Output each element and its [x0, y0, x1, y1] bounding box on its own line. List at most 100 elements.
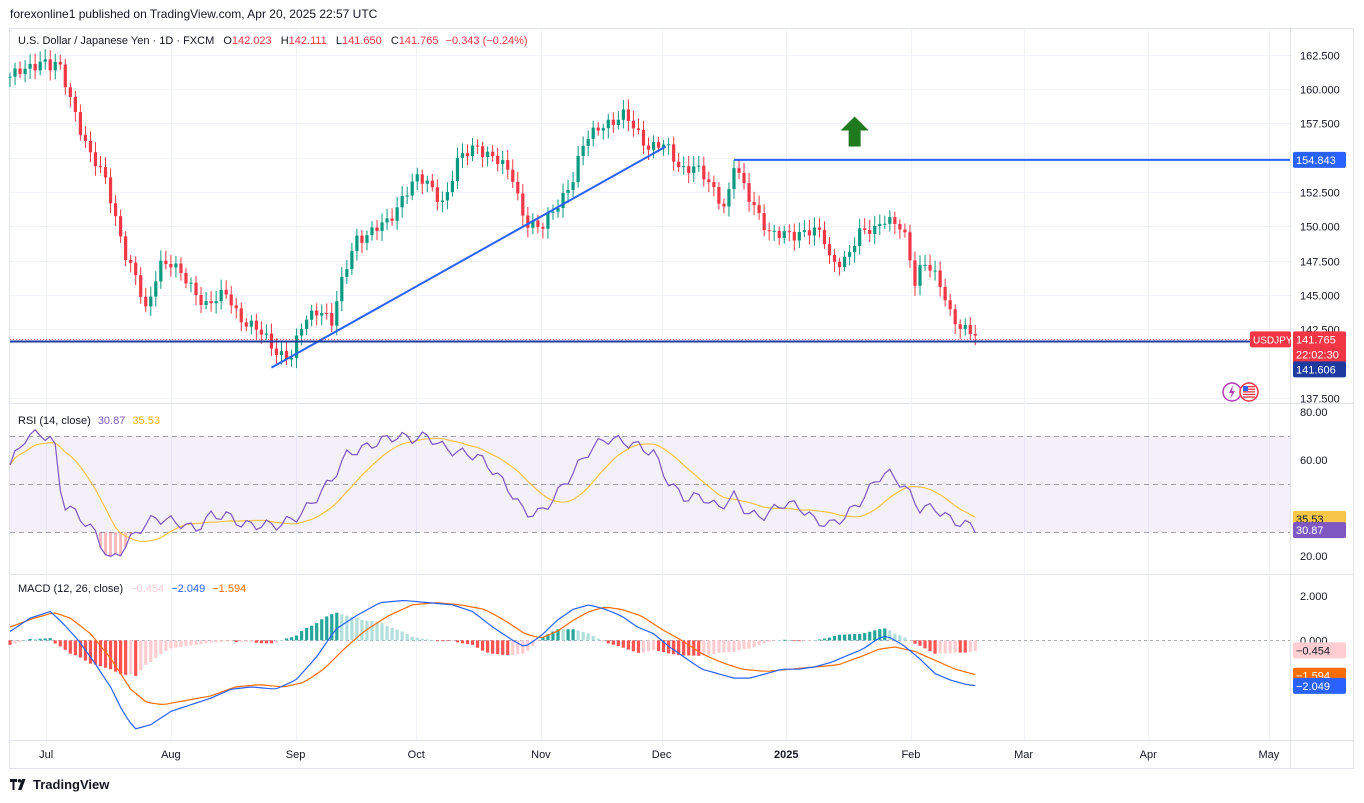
macd-hist-bar: [53, 640, 57, 644]
macd-hist-bar: [641, 640, 646, 653]
us-flag-stripe: [1243, 393, 1255, 396]
macd-hist-bar: [204, 640, 208, 644]
macd-hist-bar: [184, 640, 188, 647]
candle-body: [737, 168, 741, 173]
macd-line-tag: −2.049: [1296, 681, 1330, 693]
tradingview-footer[interactable]: TradingView: [10, 777, 109, 792]
macd-hist-bar: [963, 640, 967, 653]
macd-hist-bar: [229, 640, 233, 642]
candle-body: [370, 227, 374, 236]
macd-hist-bar: [742, 640, 746, 650]
candle-body: [425, 180, 429, 184]
candle-body: [480, 146, 485, 158]
candle-body: [8, 76, 12, 78]
macd-hist-bar: [365, 620, 369, 641]
candle-body: [732, 168, 736, 190]
candle-body: [702, 165, 706, 180]
candle-body: [626, 109, 630, 121]
macd-hist-bar: [294, 635, 299, 641]
macd-hist-bar: [410, 636, 414, 641]
low-label: L: [335, 35, 342, 47]
macd-hist-bar: [938, 640, 942, 654]
macd-hist-bar: [420, 638, 424, 641]
macd-hist-bar: [863, 633, 867, 641]
rsi-legend[interactable]: RSI (14, close) 30.87 35.53: [18, 415, 160, 427]
candle-body: [375, 227, 379, 231]
candle-body: [883, 223, 887, 225]
drawings: [10, 116, 1290, 369]
candle-body: [853, 245, 857, 253]
candle-body: [385, 218, 389, 223]
candle-body: [460, 153, 465, 158]
candle-body: [501, 160, 505, 165]
macd-histogram: [8, 612, 977, 676]
candle-body: [234, 305, 238, 309]
macd-hist-bar: [129, 640, 133, 675]
macd-hist-bar: [159, 640, 163, 654]
candle-body: [948, 300, 952, 310]
macd-hist-bar: [103, 640, 108, 668]
candle-body: [752, 201, 756, 206]
macd-hist-bar: [672, 640, 676, 655]
macd-hist-bar: [219, 640, 223, 642]
macd-hist-bar: [656, 640, 661, 651]
macd-hist-bar: [189, 640, 193, 646]
close-value: 141.765: [398, 35, 439, 47]
macd-hist-bar: [400, 631, 404, 641]
macd-hist-tag-bg: [1293, 642, 1346, 659]
candle-body: [807, 230, 811, 236]
candle-body: [863, 228, 867, 230]
candle-body: [174, 263, 178, 268]
macd-hist-bar: [325, 616, 329, 641]
published-header: forexonline1 published on TradingView.co…: [10, 7, 378, 21]
candle-body: [149, 296, 153, 307]
time-axis-label: Apr: [1140, 749, 1157, 761]
macd-hist-bar: [541, 637, 545, 641]
rsi-ma-value: 35.53: [132, 415, 160, 427]
macd-hist-bar: [445, 640, 450, 642]
high-value: 142.111: [288, 35, 327, 47]
candle-body: [656, 142, 661, 148]
macd-hist-bar: [139, 640, 143, 671]
candle-body: [455, 157, 460, 182]
macd-hist-bar: [923, 640, 927, 649]
lightning-glyph: [1229, 385, 1235, 399]
macd-hist-bar: [450, 640, 455, 642]
candle-body: [913, 260, 917, 286]
macd-hist-bar: [249, 640, 253, 642]
candle-body: [340, 276, 344, 302]
macd-hist-bar: [832, 636, 837, 641]
candle-body: [58, 61, 62, 65]
chart-frame[interactable]: [9, 28, 1354, 769]
rsi-tick-label: 80.00: [1300, 407, 1328, 419]
candle-body: [365, 235, 369, 243]
candle-body: [682, 166, 686, 168]
candle-body: [395, 207, 399, 221]
macd-hist-bar: [576, 630, 580, 641]
macd-hist-bar: [320, 619, 324, 641]
price-tick-label: 157.500: [1300, 119, 1340, 131]
macd-hist-bar: [722, 640, 726, 653]
candle-body: [199, 294, 203, 305]
macd-hist-bar: [435, 640, 439, 642]
macd-hist-bar: [707, 640, 711, 655]
macd-hist-bar: [13, 640, 17, 644]
macd-legend[interactable]: MACD (12, 26, close) −0.454 −2.049 −1.59…: [18, 583, 246, 595]
candle-body: [677, 161, 681, 167]
main-legend[interactable]: U.S. Dollar / Japanese Yen · 1D · FXCM O…: [18, 35, 528, 47]
candle-body: [179, 263, 183, 273]
candle-body: [747, 183, 751, 202]
candle-body: [294, 335, 299, 359]
candle-body: [742, 172, 746, 184]
candle-body: [73, 96, 77, 113]
macd-hist-bar: [511, 640, 515, 656]
macd-hist-bar: [677, 640, 681, 655]
macd-hist-bar: [179, 640, 183, 648]
macd-hist-bar: [380, 622, 384, 641]
macd-hist-bar: [827, 637, 832, 641]
candle-body: [521, 193, 525, 216]
macd-hist-bar: [470, 640, 475, 645]
macd-hist-bar: [908, 640, 912, 642]
macd-hist-bar: [571, 629, 575, 641]
